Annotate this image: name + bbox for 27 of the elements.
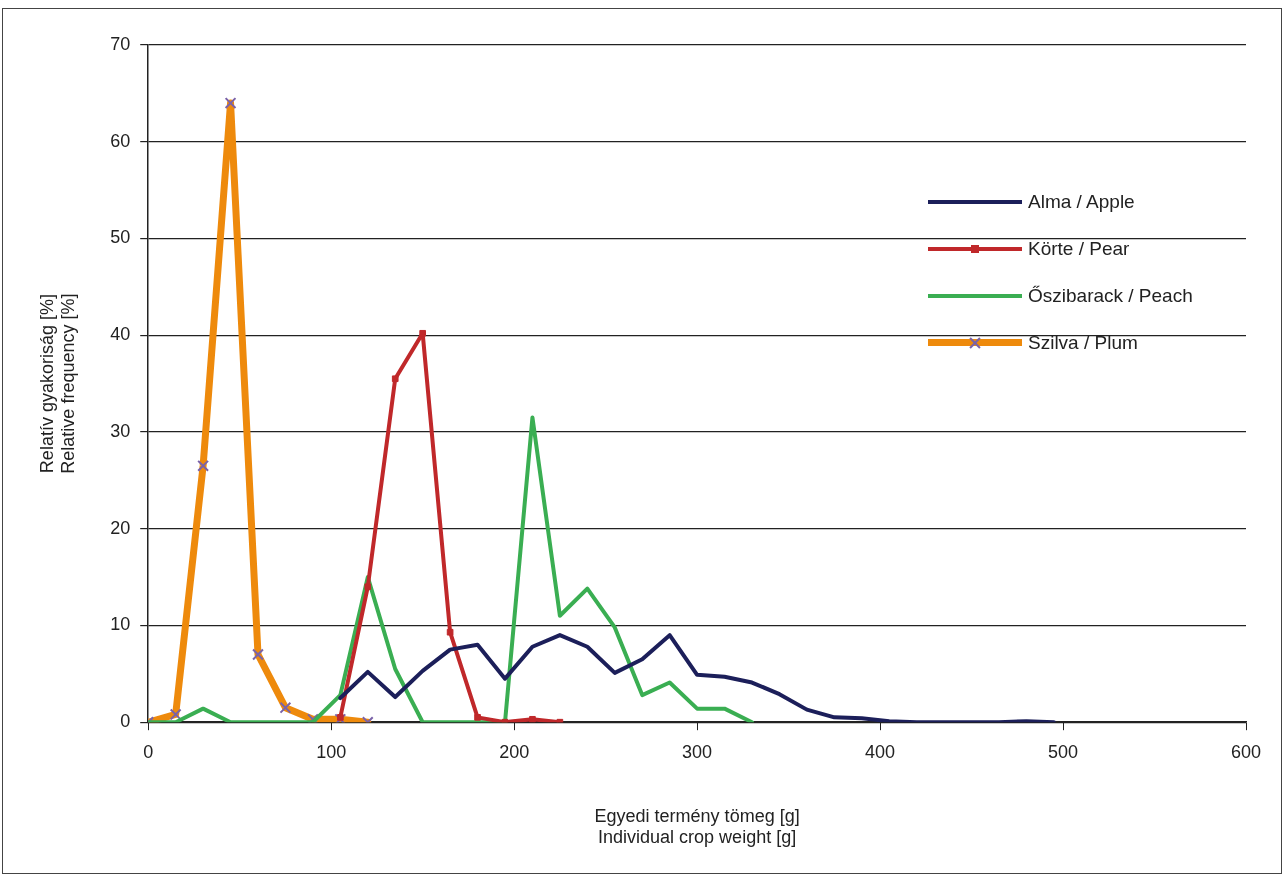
y-tick-label: 70 (110, 33, 131, 54)
point (446, 628, 454, 636)
legend-label: Őszibarack / Peach (1028, 284, 1193, 307)
y-tick-label: 20 (110, 517, 131, 538)
x-tick-label: 600 (1230, 741, 1262, 762)
point (364, 583, 372, 591)
y-tick-label: 0 (120, 711, 131, 732)
legend-label: Alma / Apple (1028, 190, 1135, 213)
x-tick-label: 0 (143, 741, 154, 762)
y-axis-title: Relatív gyakoriság [%] Relative frequency [%] (36, 293, 79, 474)
point (391, 375, 399, 383)
x-tick-label: 400 (865, 741, 896, 762)
x-tick-label: 500 (1048, 741, 1079, 762)
point (474, 714, 481, 721)
y-tick-label: 40 (110, 324, 131, 345)
y-tick-label: 10 (110, 614, 131, 635)
legend-label: Szilva / Plum (1028, 331, 1138, 354)
x-tick-label: 200 (499, 741, 530, 762)
x-tick-label: 300 (682, 741, 713, 762)
x-axis-title: Egyedi termény tömeg [g] Individual crop weight [g] (594, 805, 800, 848)
x-tick-label: 100 (316, 741, 347, 762)
y-tick-label: 60 (110, 130, 131, 151)
point (419, 329, 426, 337)
point (529, 715, 536, 723)
y-tick-label: 50 (110, 227, 131, 248)
y-tick-label: 30 (110, 420, 131, 441)
legend-label: Körte / Pear (1028, 237, 1130, 260)
